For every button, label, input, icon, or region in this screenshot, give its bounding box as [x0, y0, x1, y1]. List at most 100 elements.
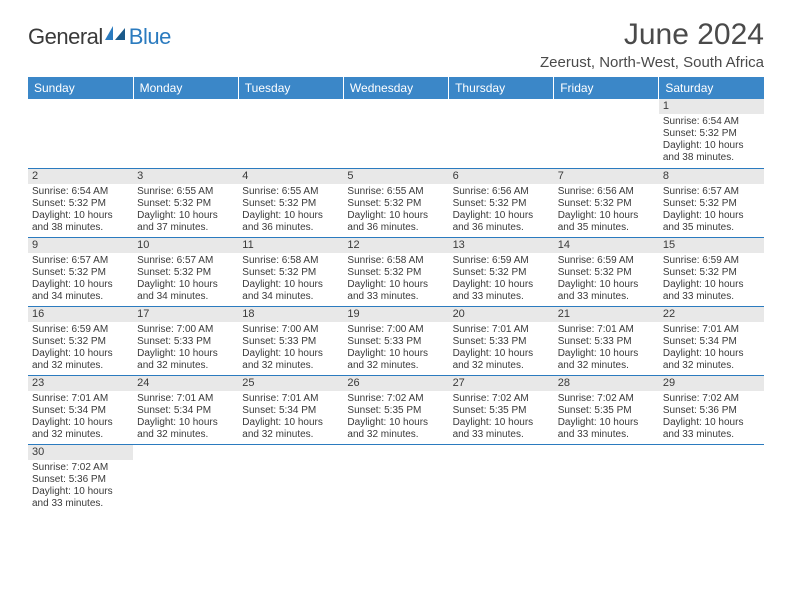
day-details: Sunrise: 7:02 AMSunset: 5:35 PMDaylight:… [343, 391, 448, 443]
day-number: 27 [449, 376, 554, 391]
calendar-cell [133, 99, 238, 168]
day-details: Sunrise: 7:01 AMSunset: 5:34 PMDaylight:… [28, 391, 133, 443]
calendar-body: 1Sunrise: 6:54 AMSunset: 5:32 PMDaylight… [28, 99, 764, 513]
day-details: Sunrise: 6:59 AMSunset: 5:32 PMDaylight:… [28, 322, 133, 374]
day-details: Sunrise: 7:00 AMSunset: 5:33 PMDaylight:… [343, 322, 448, 374]
calendar-cell: 26Sunrise: 7:02 AMSunset: 5:35 PMDayligh… [343, 375, 448, 444]
calendar-cell: 8Sunrise: 6:57 AMSunset: 5:32 PMDaylight… [659, 168, 764, 237]
calendar-cell: 30Sunrise: 7:02 AMSunset: 5:36 PMDayligh… [28, 444, 133, 513]
calendar-table: SundayMondayTuesdayWednesdayThursdayFrid… [28, 77, 764, 513]
calendar-cell [343, 99, 448, 168]
calendar-cell: 18Sunrise: 7:00 AMSunset: 5:33 PMDayligh… [238, 306, 343, 375]
calendar-cell [449, 99, 554, 168]
day-details: Sunrise: 7:01 AMSunset: 5:33 PMDaylight:… [449, 322, 554, 374]
calendar-cell [238, 444, 343, 513]
calendar-cell: 22Sunrise: 7:01 AMSunset: 5:34 PMDayligh… [659, 306, 764, 375]
calendar-row: 2Sunrise: 6:54 AMSunset: 5:32 PMDaylight… [28, 168, 764, 237]
day-number: 9 [28, 238, 133, 253]
day-details: Sunrise: 6:59 AMSunset: 5:32 PMDaylight:… [659, 253, 764, 305]
calendar-cell: 9Sunrise: 6:57 AMSunset: 5:32 PMDaylight… [28, 237, 133, 306]
calendar-row: 16Sunrise: 6:59 AMSunset: 5:32 PMDayligh… [28, 306, 764, 375]
weekday-header: Friday [554, 77, 659, 99]
calendar-cell [133, 444, 238, 513]
calendar-cell: 10Sunrise: 6:57 AMSunset: 5:32 PMDayligh… [133, 237, 238, 306]
calendar-cell: 16Sunrise: 6:59 AMSunset: 5:32 PMDayligh… [28, 306, 133, 375]
calendar-cell: 14Sunrise: 6:59 AMSunset: 5:32 PMDayligh… [554, 237, 659, 306]
calendar-cell: 2Sunrise: 6:54 AMSunset: 5:32 PMDaylight… [28, 168, 133, 237]
weekday-header: Sunday [28, 77, 133, 99]
day-details: Sunrise: 7:00 AMSunset: 5:33 PMDaylight:… [238, 322, 343, 374]
location-text: Zeerust, North-West, South Africa [540, 54, 764, 71]
day-number: 8 [659, 169, 764, 184]
weekday-header: Monday [133, 77, 238, 99]
day-details: Sunrise: 6:54 AMSunset: 5:32 PMDaylight:… [28, 184, 133, 236]
day-number: 26 [343, 376, 448, 391]
calendar-cell: 25Sunrise: 7:01 AMSunset: 5:34 PMDayligh… [238, 375, 343, 444]
day-number: 21 [554, 307, 659, 322]
month-title: June 2024 [540, 18, 764, 52]
calendar-cell: 24Sunrise: 7:01 AMSunset: 5:34 PMDayligh… [133, 375, 238, 444]
day-details: Sunrise: 7:00 AMSunset: 5:33 PMDaylight:… [133, 322, 238, 374]
brand-logo: General Blue [28, 24, 171, 50]
brand-text-1: General [28, 24, 103, 50]
day-details: Sunrise: 6:59 AMSunset: 5:32 PMDaylight:… [449, 253, 554, 305]
calendar-cell: 15Sunrise: 6:59 AMSunset: 5:32 PMDayligh… [659, 237, 764, 306]
calendar-cell [554, 99, 659, 168]
calendar-row: 1Sunrise: 6:54 AMSunset: 5:32 PMDaylight… [28, 99, 764, 168]
calendar-cell [659, 444, 764, 513]
weekday-header: Saturday [659, 77, 764, 99]
calendar-cell: 6Sunrise: 6:56 AMSunset: 5:32 PMDaylight… [449, 168, 554, 237]
day-details: Sunrise: 6:55 AMSunset: 5:32 PMDaylight:… [133, 184, 238, 236]
weekday-header: Thursday [449, 77, 554, 99]
calendar-cell [343, 444, 448, 513]
calendar-cell: 19Sunrise: 7:00 AMSunset: 5:33 PMDayligh… [343, 306, 448, 375]
calendar-cell: 3Sunrise: 6:55 AMSunset: 5:32 PMDaylight… [133, 168, 238, 237]
calendar-cell: 29Sunrise: 7:02 AMSunset: 5:36 PMDayligh… [659, 375, 764, 444]
calendar-row: 30Sunrise: 7:02 AMSunset: 5:36 PMDayligh… [28, 444, 764, 513]
day-details: Sunrise: 6:55 AMSunset: 5:32 PMDaylight:… [343, 184, 448, 236]
day-details: Sunrise: 7:01 AMSunset: 5:34 PMDaylight:… [133, 391, 238, 443]
day-number: 23 [28, 376, 133, 391]
day-details: Sunrise: 6:57 AMSunset: 5:32 PMDaylight:… [659, 184, 764, 236]
title-block: June 2024 Zeerust, North-West, South Afr… [540, 18, 764, 71]
day-details: Sunrise: 6:59 AMSunset: 5:32 PMDaylight:… [554, 253, 659, 305]
weekday-header: Wednesday [343, 77, 448, 99]
calendar-cell: 13Sunrise: 6:59 AMSunset: 5:32 PMDayligh… [449, 237, 554, 306]
day-number: 29 [659, 376, 764, 391]
day-number: 14 [554, 238, 659, 253]
day-number: 16 [28, 307, 133, 322]
day-details: Sunrise: 7:01 AMSunset: 5:33 PMDaylight:… [554, 322, 659, 374]
day-details: Sunrise: 6:56 AMSunset: 5:32 PMDaylight:… [554, 184, 659, 236]
day-number: 1 [659, 99, 764, 114]
calendar-cell: 23Sunrise: 7:01 AMSunset: 5:34 PMDayligh… [28, 375, 133, 444]
day-number: 10 [133, 238, 238, 253]
day-number: 12 [343, 238, 448, 253]
calendar-cell: 7Sunrise: 6:56 AMSunset: 5:32 PMDaylight… [554, 168, 659, 237]
calendar-cell [238, 99, 343, 168]
calendar-cell [554, 444, 659, 513]
day-number: 19 [343, 307, 448, 322]
day-number: 22 [659, 307, 764, 322]
day-details: Sunrise: 6:58 AMSunset: 5:32 PMDaylight:… [343, 253, 448, 305]
day-details: Sunrise: 6:56 AMSunset: 5:32 PMDaylight:… [449, 184, 554, 236]
day-number: 11 [238, 238, 343, 253]
day-details: Sunrise: 7:02 AMSunset: 5:35 PMDaylight:… [449, 391, 554, 443]
calendar-cell [28, 99, 133, 168]
day-number: 6 [449, 169, 554, 184]
day-details: Sunrise: 7:01 AMSunset: 5:34 PMDaylight:… [659, 322, 764, 374]
calendar-row: 23Sunrise: 7:01 AMSunset: 5:34 PMDayligh… [28, 375, 764, 444]
day-number: 18 [238, 307, 343, 322]
calendar-cell: 12Sunrise: 6:58 AMSunset: 5:32 PMDayligh… [343, 237, 448, 306]
day-details: Sunrise: 6:54 AMSunset: 5:32 PMDaylight:… [659, 114, 764, 166]
day-number: 4 [238, 169, 343, 184]
weekday-header: Tuesday [238, 77, 343, 99]
day-details: Sunrise: 6:57 AMSunset: 5:32 PMDaylight:… [28, 253, 133, 305]
calendar-row: 9Sunrise: 6:57 AMSunset: 5:32 PMDaylight… [28, 237, 764, 306]
calendar-cell: 5Sunrise: 6:55 AMSunset: 5:32 PMDaylight… [343, 168, 448, 237]
day-number: 2 [28, 169, 133, 184]
brand-sail-icon [103, 24, 127, 42]
day-number: 15 [659, 238, 764, 253]
day-number: 20 [449, 307, 554, 322]
calendar-cell: 27Sunrise: 7:02 AMSunset: 5:35 PMDayligh… [449, 375, 554, 444]
day-details: Sunrise: 7:02 AMSunset: 5:36 PMDaylight:… [659, 391, 764, 443]
